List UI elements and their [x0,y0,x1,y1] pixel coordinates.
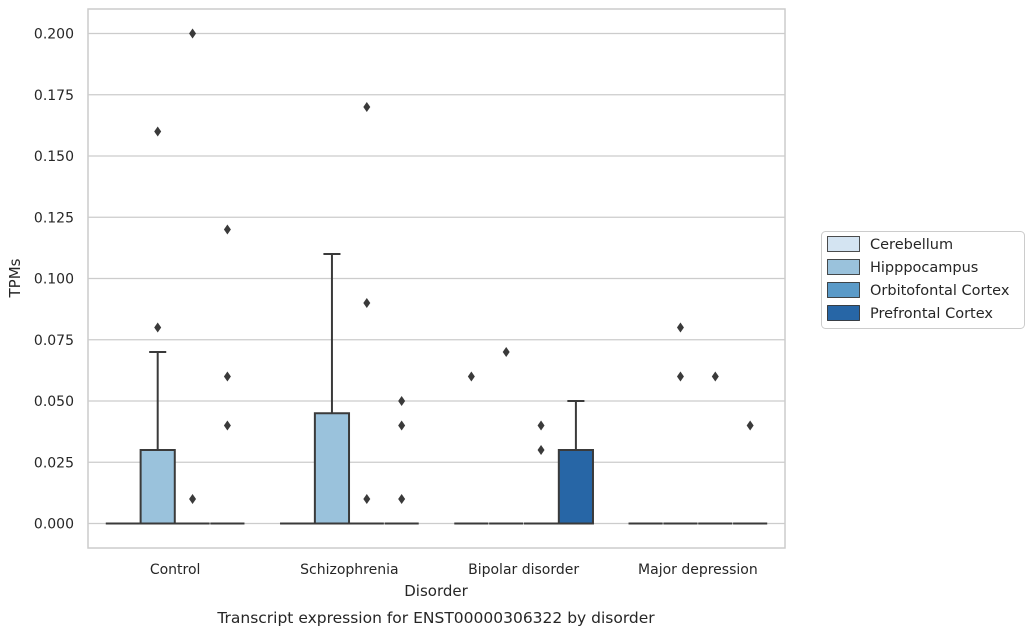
outlier-point [363,298,371,308]
outlier-point [467,371,475,382]
outlier-point [223,224,231,235]
outlier-point [676,371,684,382]
y-tick-label: 0.100 [34,272,74,288]
plot-area-frame [87,8,786,549]
y-axis-ticks: 0.000 0.025 0.050 0.075 0.100 0.125 0.150 0.175… [34,27,74,533]
x-tick-label: Schizophrenia [300,562,398,578]
outlier-point [154,322,162,333]
y-tick-label: 0.175 [34,88,74,104]
legend-swatch [827,282,860,298]
legend-label: Prefrontal Cortex [870,306,993,322]
legend-label: Hipppocampus [870,260,978,276]
outlier-point [502,347,510,357]
legend-label: Orbitofontal Cortex [870,283,1010,299]
outlier-point [363,102,371,112]
outlier-point [189,494,197,504]
grid-lines [88,32,785,525]
legend-frame [821,231,1025,329]
y-tick-label: 0.075 [34,333,74,349]
x-tick-label: Bipolar disorder [468,562,579,578]
outlier-point [676,322,684,333]
outlier-point [363,494,371,504]
y-axis-label: TPMs [6,258,24,298]
outliers [154,28,754,504]
y-tick-label: 0.050 [34,394,74,410]
iqr-box [313,412,351,525]
chart-caption: Transcript expression for ENST0000030632… [216,609,655,627]
outlier-point [223,420,231,431]
outlier-point [154,126,162,137]
y-tick-label: 0.150 [34,149,74,165]
outlier-point [537,445,545,455]
box-hipppocampus [139,351,176,525]
outlier-point [223,371,231,382]
outlier-point [711,371,719,382]
legend-label: Cerebellum [870,237,953,253]
y-tick-label: 0.125 [34,210,74,226]
outlier-point [398,420,406,431]
legend-swatch [827,236,860,252]
legend-items: Cerebellum Hipppocampus Orbitofontal Corte… [827,236,1010,322]
outlier-point [398,494,406,504]
outlier-point [189,28,197,39]
boxes [105,253,768,525]
outlier-point [746,420,754,431]
legend-swatch [827,259,860,275]
x-tick-label: Major depression [638,562,758,578]
iqr-box [139,449,176,525]
box-prefrontal-cortex [557,400,594,525]
y-tick-label: 0.025 [34,455,74,471]
outlier-point [398,396,406,406]
x-axis-label: Disorder [404,582,468,600]
legend: Cerebellum Hipppocampus Orbitofontal Corte… [821,231,1025,329]
x-axis-ticks: Control Schizophrenia Bipolar disorder Majo… [150,562,758,578]
iqr-box [557,449,594,525]
box-hipppocampus [313,253,351,525]
legend-swatch [827,305,860,321]
y-tick-label: 0.000 [34,517,74,533]
y-tick-label: 0.200 [34,27,74,43]
outlier-point [537,420,545,431]
x-tick-label: Control [150,562,201,578]
